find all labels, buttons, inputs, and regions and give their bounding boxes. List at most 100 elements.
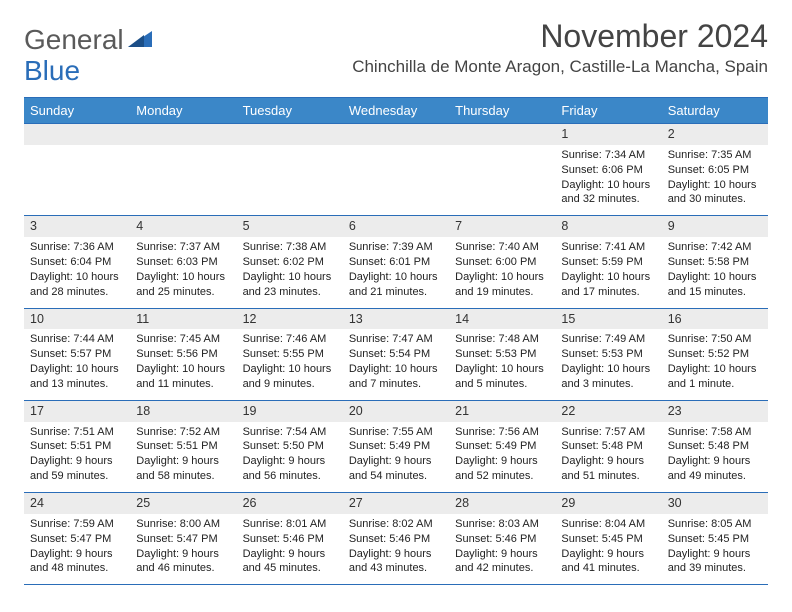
day-body: Sunrise: 7:41 AMSunset: 5:59 PMDaylight:…: [555, 237, 661, 307]
day-header: Thursday: [449, 98, 555, 124]
day-line: Daylight: 9 hours and 52 minutes.: [455, 454, 549, 484]
day-line: Daylight: 9 hours and 54 minutes.: [349, 454, 443, 484]
day-body: [237, 145, 343, 209]
day-body: Sunrise: 7:42 AMSunset: 5:58 PMDaylight:…: [662, 237, 768, 307]
day-line: Daylight: 9 hours and 56 minutes.: [243, 454, 337, 484]
day-line: Sunrise: 8:00 AM: [136, 517, 230, 532]
day-line: Daylight: 10 hours and 11 minutes.: [136, 362, 230, 392]
day-line: Sunrise: 8:04 AM: [561, 517, 655, 532]
day-line: Sunset: 5:56 PM: [136, 347, 230, 362]
day-line: Sunrise: 7:51 AM: [30, 425, 124, 440]
day-line: Sunset: 5:45 PM: [561, 532, 655, 547]
day-number: 11: [130, 309, 236, 330]
calendar-cell: 11Sunrise: 7:45 AMSunset: 5:56 PMDayligh…: [130, 308, 236, 400]
day-line: Sunset: 6:00 PM: [455, 255, 549, 270]
day-line: Sunset: 5:47 PM: [30, 532, 124, 547]
calendar-week-row: 24Sunrise: 7:59 AMSunset: 5:47 PMDayligh…: [24, 493, 768, 585]
day-number: 10: [24, 309, 130, 330]
day-body: Sunrise: 7:58 AMSunset: 5:48 PMDaylight:…: [662, 422, 768, 492]
day-number: 21: [449, 401, 555, 422]
calendar-cell: 5Sunrise: 7:38 AMSunset: 6:02 PMDaylight…: [237, 216, 343, 308]
calendar-cell: [24, 124, 130, 216]
calendar-cell: 2Sunrise: 7:35 AMSunset: 6:05 PMDaylight…: [662, 124, 768, 216]
day-number: 8: [555, 216, 661, 237]
day-number: 23: [662, 401, 768, 422]
day-line: Sunset: 5:47 PM: [136, 532, 230, 547]
day-body: Sunrise: 7:34 AMSunset: 6:06 PMDaylight:…: [555, 145, 661, 215]
day-body: Sunrise: 7:46 AMSunset: 5:55 PMDaylight:…: [237, 329, 343, 399]
day-body: [449, 145, 555, 209]
logo-text-1: General: [24, 24, 124, 56]
day-line: Daylight: 10 hours and 13 minutes.: [30, 362, 124, 392]
day-line: Sunset: 5:53 PM: [561, 347, 655, 362]
calendar-cell: 7Sunrise: 7:40 AMSunset: 6:00 PMDaylight…: [449, 216, 555, 308]
calendar-cell: [343, 124, 449, 216]
calendar-cell: 3Sunrise: 7:36 AMSunset: 6:04 PMDaylight…: [24, 216, 130, 308]
day-line: Sunset: 5:55 PM: [243, 347, 337, 362]
day-line: Sunset: 5:59 PM: [561, 255, 655, 270]
day-number: 26: [237, 493, 343, 514]
logo-triangle-icon: [128, 24, 154, 56]
day-line: Daylight: 9 hours and 48 minutes.: [30, 547, 124, 577]
calendar-week-row: 1Sunrise: 7:34 AMSunset: 6:06 PMDaylight…: [24, 124, 768, 216]
day-line: Sunrise: 7:37 AM: [136, 240, 230, 255]
day-line: Daylight: 9 hours and 46 minutes.: [136, 547, 230, 577]
day-line: Sunrise: 7:46 AM: [243, 332, 337, 347]
day-number: 15: [555, 309, 661, 330]
day-number: 16: [662, 309, 768, 330]
day-body: Sunrise: 7:50 AMSunset: 5:52 PMDaylight:…: [662, 329, 768, 399]
calendar-cell: 12Sunrise: 7:46 AMSunset: 5:55 PMDayligh…: [237, 308, 343, 400]
day-body: Sunrise: 7:52 AMSunset: 5:51 PMDaylight:…: [130, 422, 236, 492]
calendar-cell: 14Sunrise: 7:48 AMSunset: 5:53 PMDayligh…: [449, 308, 555, 400]
day-line: Sunrise: 7:40 AM: [455, 240, 549, 255]
day-line: Sunrise: 7:49 AM: [561, 332, 655, 347]
day-line: Sunset: 5:46 PM: [349, 532, 443, 547]
day-line: Sunrise: 7:38 AM: [243, 240, 337, 255]
calendar-cell: 29Sunrise: 8:04 AMSunset: 5:45 PMDayligh…: [555, 493, 661, 585]
day-number: [343, 124, 449, 145]
calendar-cell: 4Sunrise: 7:37 AMSunset: 6:03 PMDaylight…: [130, 216, 236, 308]
day-number: 18: [130, 401, 236, 422]
calendar-cell: 22Sunrise: 7:57 AMSunset: 5:48 PMDayligh…: [555, 400, 661, 492]
day-line: Sunrise: 7:41 AM: [561, 240, 655, 255]
calendar-week-row: 3Sunrise: 7:36 AMSunset: 6:04 PMDaylight…: [24, 216, 768, 308]
day-line: Daylight: 10 hours and 23 minutes.: [243, 270, 337, 300]
day-number: 7: [449, 216, 555, 237]
calendar-cell: 25Sunrise: 8:00 AMSunset: 5:47 PMDayligh…: [130, 493, 236, 585]
day-header: Monday: [130, 98, 236, 124]
day-line: Daylight: 9 hours and 45 minutes.: [243, 547, 337, 577]
day-line: Sunset: 5:52 PM: [668, 347, 762, 362]
day-header-row: SundayMondayTuesdayWednesdayThursdayFrid…: [24, 98, 768, 124]
day-number: 22: [555, 401, 661, 422]
day-line: Sunset: 6:03 PM: [136, 255, 230, 270]
calendar-cell: 6Sunrise: 7:39 AMSunset: 6:01 PMDaylight…: [343, 216, 449, 308]
day-line: Sunrise: 8:01 AM: [243, 517, 337, 532]
day-body: Sunrise: 7:57 AMSunset: 5:48 PMDaylight:…: [555, 422, 661, 492]
day-line: Sunrise: 7:59 AM: [30, 517, 124, 532]
day-line: Daylight: 9 hours and 41 minutes.: [561, 547, 655, 577]
day-body: Sunrise: 8:03 AMSunset: 5:46 PMDaylight:…: [449, 514, 555, 584]
day-body: Sunrise: 7:36 AMSunset: 6:04 PMDaylight:…: [24, 237, 130, 307]
day-line: Sunrise: 7:50 AM: [668, 332, 762, 347]
day-header: Wednesday: [343, 98, 449, 124]
day-number: 3: [24, 216, 130, 237]
day-line: Daylight: 10 hours and 7 minutes.: [349, 362, 443, 392]
day-body: Sunrise: 7:37 AMSunset: 6:03 PMDaylight:…: [130, 237, 236, 307]
day-body: Sunrise: 7:47 AMSunset: 5:54 PMDaylight:…: [343, 329, 449, 399]
day-line: Sunrise: 7:36 AM: [30, 240, 124, 255]
day-line: Sunset: 5:46 PM: [455, 532, 549, 547]
day-number: 2: [662, 124, 768, 145]
day-line: Daylight: 10 hours and 17 minutes.: [561, 270, 655, 300]
day-line: Sunset: 5:50 PM: [243, 439, 337, 454]
calendar-week-row: 17Sunrise: 7:51 AMSunset: 5:51 PMDayligh…: [24, 400, 768, 492]
calendar-cell: 8Sunrise: 7:41 AMSunset: 5:59 PMDaylight…: [555, 216, 661, 308]
day-line: Sunset: 5:57 PM: [30, 347, 124, 362]
day-number: 30: [662, 493, 768, 514]
day-line: Sunset: 5:49 PM: [349, 439, 443, 454]
day-number: 19: [237, 401, 343, 422]
calendar-cell: 18Sunrise: 7:52 AMSunset: 5:51 PMDayligh…: [130, 400, 236, 492]
day-body: Sunrise: 7:45 AMSunset: 5:56 PMDaylight:…: [130, 329, 236, 399]
day-line: Sunrise: 8:05 AM: [668, 517, 762, 532]
day-number: 12: [237, 309, 343, 330]
day-line: Daylight: 9 hours and 49 minutes.: [668, 454, 762, 484]
